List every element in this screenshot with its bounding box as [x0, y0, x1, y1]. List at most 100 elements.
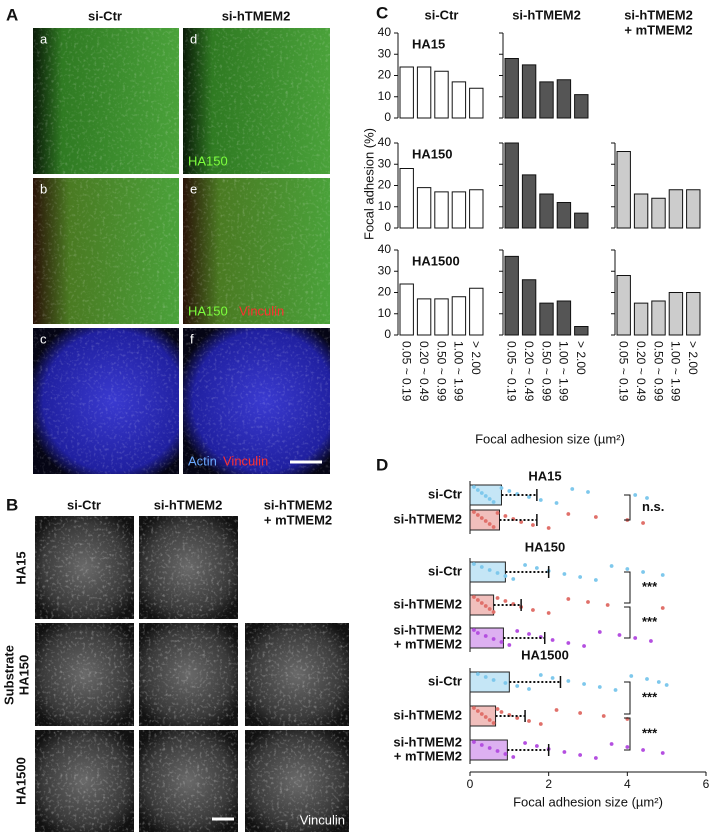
tile-caption: Actin	[188, 453, 217, 468]
column-header: + mTMEM2	[624, 22, 692, 37]
data-point	[531, 608, 535, 612]
data-point	[538, 498, 543, 502]
data-point	[523, 563, 527, 567]
data-point	[487, 746, 492, 750]
panel-a: A si-Ctr si-hTMEM2 a b c d e f HA150 HA1…	[6, 5, 330, 474]
data-point	[597, 685, 602, 689]
bar	[434, 191, 449, 229]
data-point	[546, 526, 551, 530]
tile-caption: HA150	[188, 303, 228, 318]
data-point	[554, 501, 559, 505]
bar	[469, 287, 484, 336]
row-label: si-hTMEM2	[393, 596, 462, 611]
data-point	[582, 644, 586, 648]
y-tick-label: 10	[378, 89, 392, 103]
significance-label: ***	[642, 579, 658, 594]
row-label: + mTMEM2	[394, 748, 462, 763]
data-point	[499, 486, 504, 490]
bar	[416, 66, 432, 119]
data-point	[472, 740, 476, 744]
x-tick-label: > 2.00	[574, 341, 588, 375]
data-point	[495, 596, 500, 600]
tile-letter: e	[190, 181, 197, 196]
data-point	[503, 681, 508, 685]
data-point	[483, 675, 488, 679]
bar	[633, 193, 649, 229]
bar	[539, 81, 554, 119]
bar	[434, 298, 449, 336]
data-point	[538, 722, 543, 726]
significance-label: ***	[642, 725, 658, 740]
y-tick-label: 20	[378, 68, 392, 82]
tile-caption: Vinculin	[223, 453, 268, 468]
caption: Vinculin	[300, 812, 345, 827]
data-point	[495, 571, 500, 575]
data-point	[570, 487, 575, 491]
data-point	[475, 513, 480, 517]
data-point	[586, 490, 590, 494]
row-label: si-hTMEM2	[393, 707, 462, 722]
data-point	[554, 708, 559, 712]
data-point	[550, 676, 555, 680]
data-point	[527, 687, 531, 691]
data-point	[475, 488, 480, 492]
significance-bracket	[624, 717, 631, 751]
data-point	[487, 718, 492, 722]
data-point	[527, 719, 531, 723]
data-point	[507, 489, 512, 493]
data-point	[660, 751, 665, 755]
row-label: HA150	[16, 655, 31, 695]
data-point	[633, 493, 638, 497]
x-tick-label: 0.05 ~ 0.19	[617, 341, 631, 402]
y-tick-label: 20	[378, 285, 392, 299]
data-point	[472, 485, 476, 489]
data-point	[515, 629, 520, 633]
column-header: si-hTMEM2	[222, 8, 291, 23]
bar	[521, 174, 537, 229]
data-point	[475, 598, 480, 602]
row-label: si-hTMEM2	[393, 511, 462, 526]
tile-letter: b	[40, 181, 47, 196]
data-point	[483, 519, 488, 523]
column-header: si-Ctr	[425, 7, 459, 22]
y-tick-label: 0	[384, 220, 391, 234]
bar	[469, 87, 484, 119]
data-point	[475, 631, 480, 635]
x-tick-label: 2	[545, 777, 552, 791]
bar	[574, 94, 589, 119]
tile-letter: d	[190, 31, 197, 46]
data-point	[660, 606, 665, 610]
data-point	[613, 688, 618, 692]
column-header: si-Ctr	[67, 497, 101, 512]
data-point	[491, 678, 496, 682]
data-point	[491, 610, 496, 614]
data-point	[479, 516, 484, 520]
data-point	[503, 752, 508, 756]
data-point	[578, 711, 583, 715]
x-tick-label: 1.00 ~ 1.99	[557, 341, 571, 402]
panel-b: B si-Ctr si-hTMEM2 si-hTMEM2 + mTMEM2 HA…	[1, 495, 349, 832]
data-point	[593, 756, 598, 760]
tile-letter: a	[40, 31, 48, 46]
data-point	[479, 565, 484, 569]
data-point	[550, 638, 555, 642]
row-label: si-hTMEM2	[393, 622, 462, 637]
data-point	[503, 574, 508, 578]
data-point	[503, 599, 508, 603]
data-point	[475, 672, 480, 676]
data-point	[495, 511, 500, 515]
x-tick-label: 0.20 ~ 0.49	[634, 341, 648, 402]
data-point	[562, 750, 567, 754]
bar	[469, 739, 508, 761]
row-label: si-Ctr	[428, 673, 462, 688]
data-point	[633, 636, 638, 640]
bar	[556, 79, 572, 119]
column-header: si-hTMEM2	[512, 7, 581, 22]
bar	[451, 191, 467, 229]
x-tick-label: 0.50 ~ 0.99	[539, 341, 553, 402]
data-point	[483, 494, 488, 498]
data-point	[503, 514, 508, 518]
data-point	[582, 682, 586, 686]
y-tick-label: 30	[378, 156, 392, 170]
